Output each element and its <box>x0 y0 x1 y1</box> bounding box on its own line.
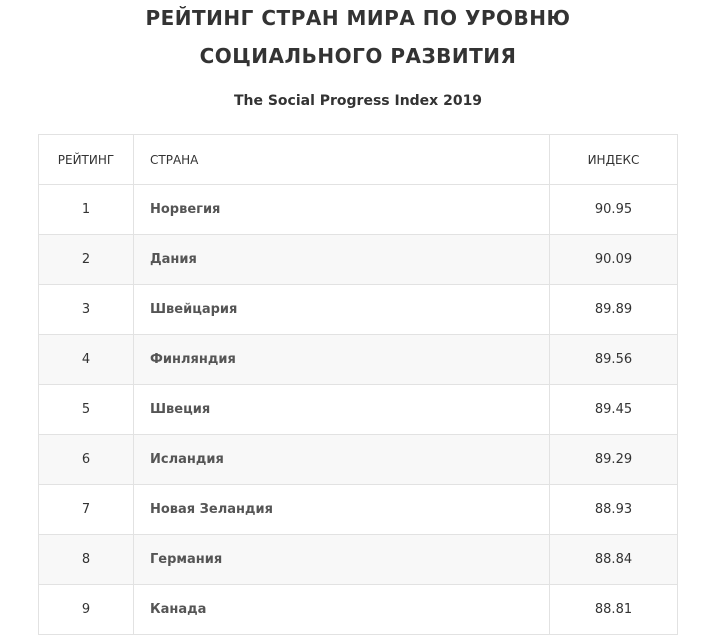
column-header: СТРАНА <box>133 134 550 185</box>
country-cell: Швеция <box>133 384 550 435</box>
table-row: 1 Норвегия 90.95 <box>38 184 678 235</box>
rank-cell: 9 <box>38 584 134 635</box>
rank-cell: 3 <box>38 284 134 335</box>
index-cell: 89.56 <box>549 334 678 385</box>
rank-cell: 5 <box>38 384 134 435</box>
rank-cell: 1 <box>38 184 134 235</box>
table-row: 7 Новая Зеландия 88.93 <box>38 484 678 535</box>
country-cell: Канада <box>133 584 550 635</box>
country-cell: Швейцария <box>133 284 550 335</box>
country-cell: Германия <box>133 534 550 585</box>
index-cell: 89.29 <box>549 434 678 485</box>
table-row: 3 Швейцария 89.89 <box>38 284 678 335</box>
table-row: 9 Канада 88.81 <box>38 584 678 635</box>
table-row: 8 Германия 88.84 <box>38 534 678 585</box>
table-row: 6 Исландия 89.29 <box>38 434 678 485</box>
table-row: 4 Финляндия 89.56 <box>38 334 678 385</box>
index-cell: 90.95 <box>549 184 678 235</box>
index-cell: 89.89 <box>549 284 678 335</box>
column-header: ИНДЕКС <box>549 134 678 185</box>
rank-cell: 8 <box>38 534 134 585</box>
country-cell: Новая Зеландия <box>133 484 550 535</box>
rank-cell: 6 <box>38 434 134 485</box>
index-cell: 88.84 <box>549 534 678 585</box>
country-cell: Норвегия <box>133 184 550 235</box>
rank-cell: 7 <box>38 484 134 535</box>
rank-cell: 2 <box>38 234 134 285</box>
subtitle: The Social Progress Index 2019 <box>233 93 483 109</box>
header-row: РЕЙТИНГ СТРАНА ИНДЕКС <box>38 134 678 185</box>
table-row: 5 Швеция 89.45 <box>38 384 678 435</box>
column-header: РЕЙТИНГ <box>38 134 134 185</box>
title: РЕЙТИНГ СТРАН МИРА ПО УРОВНЮ <box>145 6 571 30</box>
rank-cell: 4 <box>38 334 134 385</box>
index-cell: 88.93 <box>549 484 678 535</box>
country-cell: Исландия <box>133 434 550 485</box>
index-cell: 88.81 <box>549 584 678 635</box>
table-row: 2 Дания 90.09 <box>38 234 678 285</box>
title: СОЦИАЛЬНОГО РАЗВИТИЯ <box>199 44 517 68</box>
country-cell: Финляндия <box>133 334 550 385</box>
index-cell: 89.45 <box>549 384 678 435</box>
page: РЕЙТИНГ СТРАН МИРА ПО УРОВНЮ СОЦИАЛЬНОГО… <box>38 6 678 635</box>
index-cell: 90.09 <box>549 234 678 285</box>
ranking-table: РЕЙТИНГ СТРАНА ИНДЕКС 1 Норвегия 90.95 2 Дан… <box>38 134 678 635</box>
country-cell: Дания <box>133 234 550 285</box>
